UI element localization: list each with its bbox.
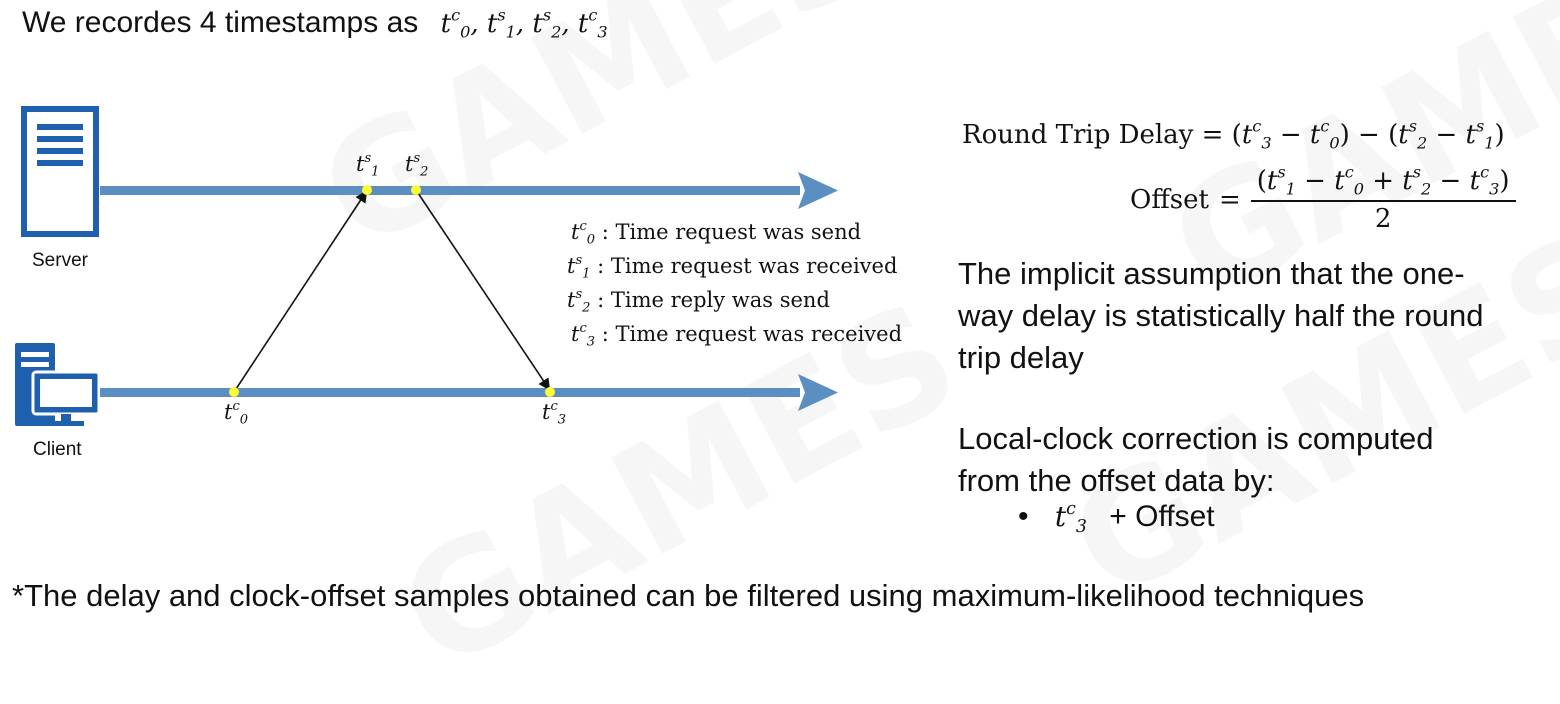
- label-t2s: ts2: [405, 150, 429, 180]
- server-icon: [21, 106, 99, 237]
- bullet-t3c: tc3: [1054, 498, 1087, 538]
- server-label: Server: [32, 250, 88, 271]
- bullet-suffix: + Offset: [1109, 500, 1215, 533]
- timestamp-point-t1: [362, 185, 372, 195]
- timing-diagram: [15, 106, 838, 426]
- client-timeline-arrow: [100, 374, 838, 411]
- legend-text: : Time request was received: [601, 322, 903, 346]
- correction-bullet: • tc3 + Offset: [1018, 498, 1215, 538]
- bullet-dot: •: [1018, 500, 1029, 533]
- offset-label: Offset: [1130, 185, 1209, 215]
- label-t1s: ts1: [356, 150, 380, 180]
- offset-formula: Offset = (ts1 − tc0 + ts2 − tc3) 2: [1130, 164, 1516, 234]
- round-trip-formula: Round Trip Delay = (tc3 − tc0) − (ts2 − …: [962, 116, 1505, 153]
- assumption-note: The implicit assumption that the one- wa…: [958, 253, 1558, 379]
- client-computer-icon: [15, 343, 101, 426]
- assumption-line: trip delay: [958, 340, 1084, 375]
- timestamp-point-t0: [229, 387, 239, 397]
- heading-timestamps: tc0, ts1, ts2, tc3: [440, 5, 608, 42]
- legend-item-t0: tc0 : Time request was send: [571, 218, 862, 248]
- timestamp-point-t3: [545, 387, 555, 397]
- heading: We recordes 4 timestamps as tc0, ts1, ts…: [22, 6, 608, 40]
- legend-item-t2: ts2 : Time reply was send: [567, 286, 830, 316]
- round-trip-label: Round Trip Delay: [962, 120, 1194, 150]
- request-message-arrow: [233, 190, 368, 393]
- legend-text: : Time request was send: [601, 220, 862, 244]
- assumption-line: way delay is statistically half the roun…: [958, 298, 1484, 333]
- assumption-line: The implicit assumption that the one-: [958, 256, 1465, 291]
- heading-text: We recordes 4 timestamps as: [22, 6, 419, 39]
- server-timeline-arrow: [100, 172, 838, 209]
- legend-text: : Time request was received: [597, 254, 898, 278]
- offset-denominator: 2: [1374, 204, 1392, 234]
- legend-item-t1: ts1 : Time request was received: [567, 252, 898, 282]
- correction-line: Local-clock correction is computed: [958, 421, 1434, 456]
- legend-item-t3: tc3 : Time request was received: [571, 320, 903, 350]
- legend-text: : Time reply was send: [597, 288, 830, 312]
- timestamp-point-t2: [411, 185, 421, 195]
- offset-fraction: (ts1 − tc0 + ts2 − tc3) 2: [1250, 164, 1516, 234]
- label-t3c: tc3: [542, 398, 567, 428]
- client-label: Client: [33, 439, 82, 460]
- reply-message-arrow: [415, 189, 551, 391]
- correction-line: from the offset data by:: [958, 463, 1275, 498]
- label-t0c: tc0: [224, 398, 249, 428]
- footer-note: *The delay and clock-offset samples obta…: [12, 578, 1365, 613]
- correction-note: Local-clock correction is computed from …: [958, 418, 1558, 502]
